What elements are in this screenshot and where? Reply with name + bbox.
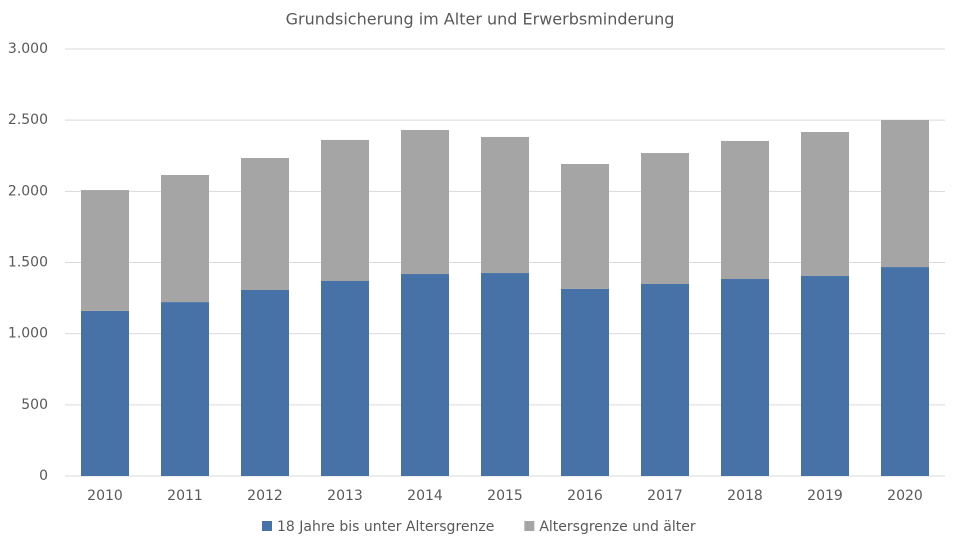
y-tick-label: 1.500 — [8, 255, 48, 271]
bar-segment — [641, 283, 689, 476]
chart-title: Grundsicherung im Alter und Erwerbsminde… — [286, 10, 675, 29]
bar-segment — [241, 158, 289, 290]
x-tick-label: 2013 — [327, 488, 363, 504]
bar-segment — [321, 281, 369, 476]
bar-segment — [881, 267, 929, 476]
legend-label: 18 Jahre bis unter Altersgrenze — [277, 519, 494, 535]
y-tick-label: 2.500 — [8, 112, 48, 128]
x-tick-label: 2020 — [887, 488, 923, 504]
legend-swatch — [262, 521, 272, 531]
bar-segment — [881, 120, 929, 268]
x-tick-label: 2010 — [87, 488, 123, 504]
bar-segment — [321, 139, 369, 282]
bar-segment — [561, 164, 609, 289]
x-tick-label: 2018 — [727, 488, 763, 504]
bar-segment — [561, 288, 609, 476]
x-tick-label: 2016 — [567, 488, 603, 504]
legend-label: Altersgrenze und älter — [539, 519, 696, 535]
bar-segment — [801, 276, 849, 476]
bar-segment — [401, 274, 449, 476]
bar-segment — [481, 273, 529, 476]
x-tick-label: 2019 — [807, 488, 843, 504]
bar-segment — [161, 174, 209, 303]
bar-segment — [481, 136, 529, 274]
x-tick-label: 2017 — [647, 488, 683, 504]
x-tick-label: 2014 — [407, 488, 443, 504]
bar-segment — [721, 140, 769, 280]
bar-segment — [721, 279, 769, 476]
x-tick-label: 2011 — [167, 488, 203, 504]
y-tick-label: 3.000 — [8, 41, 48, 57]
bar-segment — [641, 153, 689, 284]
bar-segment — [81, 190, 129, 311]
bar-segment — [241, 289, 289, 476]
y-tick-label: 500 — [21, 397, 48, 413]
bar-segment — [401, 129, 449, 275]
x-tick-label: 2012 — [247, 488, 283, 504]
bar-segment — [81, 310, 129, 476]
bar-segment — [801, 131, 849, 277]
y-tick-label: 0 — [39, 468, 48, 484]
legend-swatch — [524, 521, 535, 531]
bar-segment — [161, 302, 209, 476]
y-tick-label: 1.000 — [8, 326, 48, 342]
x-tick-label: 2015 — [487, 488, 523, 504]
y-tick-label: 2.000 — [8, 183, 48, 199]
